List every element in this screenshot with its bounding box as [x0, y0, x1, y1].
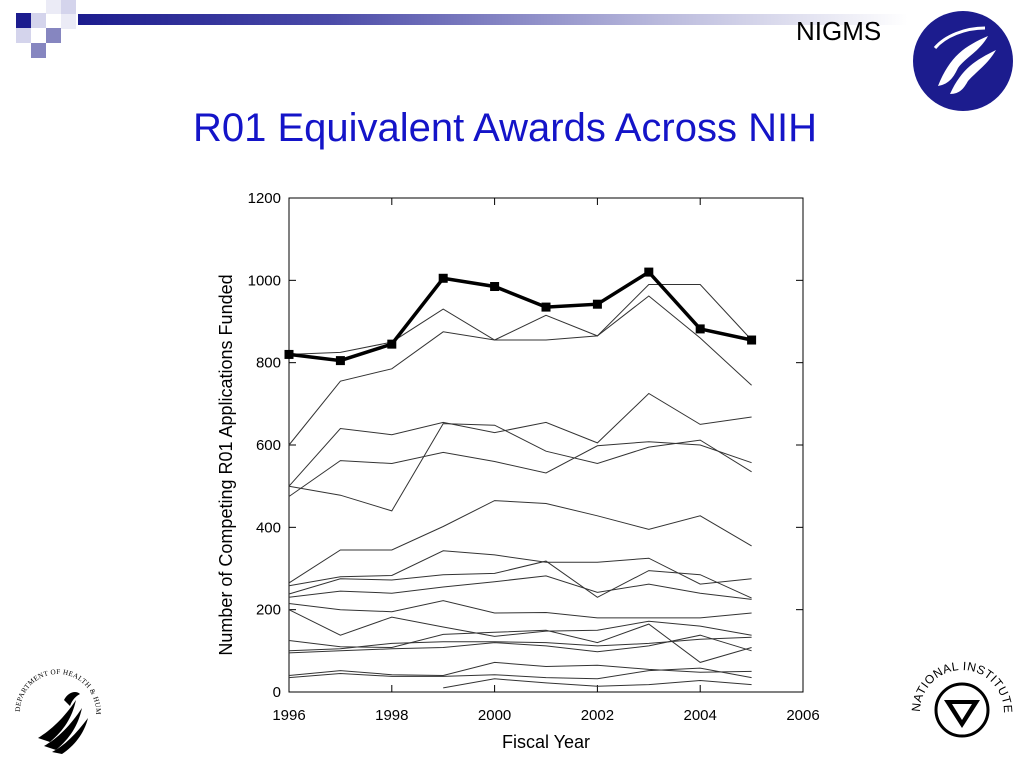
x-tick-label: 2004	[684, 707, 717, 724]
highlight-point	[747, 335, 757, 345]
series-line	[288, 609, 752, 637]
highlight-point	[387, 339, 397, 349]
series-line	[443, 678, 752, 689]
highlight-point	[284, 349, 294, 359]
nigms-logo-icon	[913, 11, 1013, 111]
y-tick-label: 200	[256, 602, 281, 619]
x-tick-label: 2002	[581, 707, 614, 724]
highlight-series	[284, 267, 757, 366]
line-chart: 1996 1998 2000 2002 2004 2006 0 200 400 600 800 100…	[216, 190, 820, 752]
highlight-point	[335, 356, 345, 366]
axis-ticks: 1996 1998 2000 2002 2004 2006 0 200 400 600 800 100…	[248, 190, 820, 724]
svg-text:DEPARTMENT OF HEALTH & HUMAN S: DEPARTMENT OF HEALTH & HUMAN SERVICES · …	[6, 660, 102, 715]
y-tick-label: 800	[256, 355, 281, 372]
corner-square	[46, 28, 61, 43]
corner-square	[61, 14, 76, 29]
corner-square	[31, 13, 46, 28]
x-tick-label: 2000	[478, 707, 511, 724]
y-tick-label: 400	[256, 519, 281, 536]
slide-title: R01 Equivalent Awards Across NIH	[192, 106, 817, 150]
highlight-series-line	[288, 269, 752, 363]
series-line	[288, 392, 752, 487]
series-line	[288, 575, 752, 600]
y-axis-label: Number of Competing R01 Applications Fun…	[216, 274, 236, 655]
series-line	[288, 661, 752, 677]
series-line	[288, 667, 752, 680]
x-axis-label: Fiscal Year	[502, 732, 590, 752]
x-tick-label: 1998	[375, 707, 408, 724]
y-tick-label: 1000	[248, 272, 281, 289]
y-tick-label: 0	[273, 684, 281, 701]
highlight-point	[644, 267, 654, 277]
corner-square	[46, 0, 61, 14]
decorative-corner-squares	[0, 0, 80, 60]
highlight-point	[592, 299, 602, 309]
plot-area-frame	[288, 197, 804, 693]
series-line	[288, 550, 752, 587]
y-tick-label: 600	[256, 437, 281, 454]
series-line	[288, 560, 752, 599]
highlight-point	[438, 273, 448, 283]
series-line	[288, 441, 752, 497]
series-lines	[288, 284, 752, 689]
series-line	[288, 295, 752, 446]
series-line	[288, 284, 752, 355]
corner-square	[16, 13, 31, 28]
series-line	[288, 600, 752, 619]
series-line	[288, 423, 752, 512]
nigms-label: NIGMS	[796, 16, 882, 46]
corner-square	[61, 0, 76, 14]
highlight-point	[541, 302, 551, 312]
nih-logo-icon: NATIONAL INSTITUTES OF HEALTH	[906, 650, 1015, 738]
y-tick-label: 1200	[248, 190, 281, 207]
x-tick-label: 1996	[272, 707, 305, 724]
series-line	[288, 623, 752, 663]
header-gradient-bar	[78, 14, 908, 25]
x-tick-label: 2006	[786, 707, 819, 724]
highlight-point	[490, 282, 500, 292]
corner-square	[31, 43, 46, 58]
corner-square	[16, 28, 31, 43]
series-line	[288, 634, 752, 654]
hhs-logo-icon: DEPARTMENT OF HEALTH & HUMAN SERVICES · …	[6, 660, 102, 754]
series-line	[288, 500, 752, 584]
series-line	[288, 636, 752, 652]
highlight-point	[695, 324, 705, 334]
